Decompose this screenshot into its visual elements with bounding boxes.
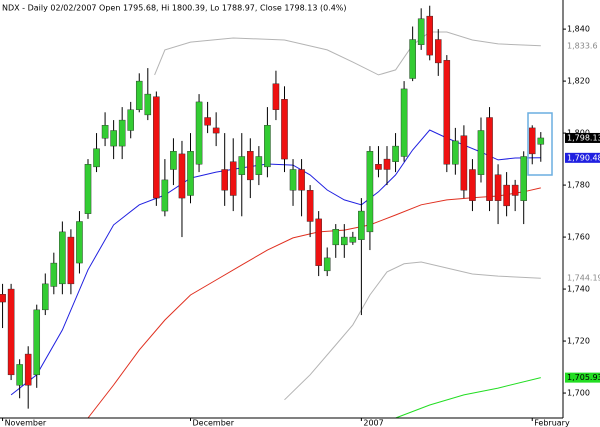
candle-body [255,156,263,175]
candle-body [118,119,126,147]
candle-body [383,158,391,170]
highlight-box [527,112,553,176]
candle-body [494,174,502,201]
candle-body [187,151,194,196]
candle-body [477,130,485,175]
candle-body [306,190,314,222]
x-tick-label: November [5,419,47,427]
candle-body [195,101,203,165]
candle-body [332,229,340,246]
x-tick-label: 2007 [363,419,383,427]
candle-body [101,125,109,139]
y-tick-label: 1,720 [567,337,590,346]
candle-body [375,164,382,170]
candle-body [247,151,254,181]
candle-body [434,39,442,64]
candle-body [323,257,331,272]
candle-body [16,364,23,386]
x-tick-label: December [193,419,235,427]
candle-body [238,156,246,175]
candle-body [341,236,348,246]
candle-body [144,93,152,116]
candle-body [0,294,6,303]
candle-body [452,140,459,165]
candle-body [486,117,493,201]
candle-body [110,130,117,147]
value-label: 1,705.93 [567,373,600,382]
candle-body [520,156,527,201]
candle-body [50,262,58,287]
candle-body [409,39,416,79]
candle-body [161,179,169,212]
close-label-box [565,132,600,143]
chart-title: NDX - Daily 02/02/2007 Open 1795.68, Hi … [2,4,347,13]
candle-body [289,169,297,191]
value-label-box [565,372,600,383]
candle-body [76,221,83,264]
candle-body [170,151,177,170]
candle-body [503,184,510,207]
x-tick-label: February [534,419,570,427]
candle-body [221,169,228,191]
candle-body [358,210,365,240]
candle-body [93,148,100,168]
candle-body [204,117,211,126]
y-tick-label: 1,760 [567,233,590,242]
y-tick-label: 1,700 [567,389,590,398]
overlay-line [284,261,541,401]
value-label-box [565,152,600,163]
candle-body [135,80,143,110]
y-tick-label: 1,820 [567,77,590,86]
candle-body [264,125,271,168]
candle-body [426,15,434,56]
axis-labels: 1,7001,7201,7401,7601,7801,8001,8201,840… [2,25,600,427]
candle-body [229,161,237,196]
y-tick-label: 1,740 [567,285,590,294]
candle-body [84,164,92,214]
candle-body [315,218,322,266]
candles [0,5,545,409]
candle-body [511,184,519,196]
candle-body [417,18,425,45]
overlay-line [395,377,541,419]
candle-body [7,288,15,376]
value-label: 1,790.48 [567,153,600,162]
y-tick-label: 1,780 [567,181,590,190]
candle-body [67,236,75,285]
candle-body [272,83,280,110]
candle-body [281,99,288,160]
candle-body [153,96,160,199]
candle-body [366,151,374,233]
candle-body [212,127,220,134]
candle-body [127,109,134,131]
candle-body [443,60,451,165]
candle-body [178,153,186,199]
candle-body [33,309,41,376]
value-label: 1,744.19 [567,274,600,283]
candle-body [24,353,32,386]
candle-body [42,283,49,311]
candle-body [469,169,476,201]
candle-body [460,135,468,191]
candle-body [392,145,399,162]
candle-body [349,236,357,243]
candle-body [298,169,305,191]
plot-area [0,0,563,418]
candle-body [59,231,66,285]
y-tick-label: 1,840 [567,25,590,34]
overlay-line [154,31,541,76]
candle-body [528,127,536,155]
close-label: 1,798.13 [567,133,600,142]
candle-body [400,88,408,157]
candle-body [537,137,545,145]
value-label: 1,833.6 [567,41,598,50]
